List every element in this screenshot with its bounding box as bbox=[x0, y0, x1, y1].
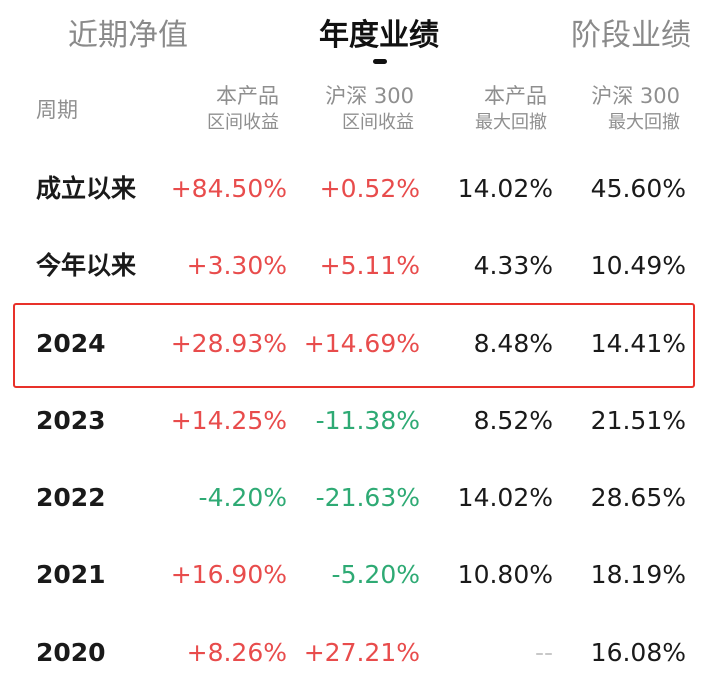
product-return-cell: +8.26% bbox=[186, 638, 287, 667]
index-drawdown-cell: 18.19% bbox=[590, 560, 686, 589]
product-drawdown-cell: 14.02% bbox=[457, 174, 553, 203]
index-drawdown-cell: 28.65% bbox=[590, 483, 686, 512]
index-return-cell: +27.21% bbox=[303, 638, 420, 667]
active-tab-indicator bbox=[373, 59, 387, 64]
index-return-cell: +0.52% bbox=[319, 174, 420, 203]
period-cell: 2021 bbox=[36, 560, 106, 589]
header-index-return-line1: 沪深 300 bbox=[325, 84, 414, 108]
period-cell: 2022 bbox=[36, 483, 106, 512]
index-return-cell: +5.11% bbox=[319, 251, 420, 280]
index-drawdown-cell: 14.41% bbox=[590, 329, 686, 358]
product-drawdown-cell: -- bbox=[534, 638, 553, 667]
table-row[interactable]: 2023 +14.25% -11.38% 8.52% 21.51% bbox=[0, 382, 706, 459]
index-return-cell: -11.38% bbox=[315, 406, 420, 435]
table-row[interactable]: 今年以来 +3.30% +5.11% 4.33% 10.49% bbox=[0, 227, 706, 304]
period-cell: 2020 bbox=[36, 638, 106, 667]
index-drawdown-cell: 16.08% bbox=[590, 638, 686, 667]
header-index-return: 沪深 300 区间收益 bbox=[325, 82, 414, 142]
table-row-highlighted[interactable]: 2024 +28.93% +14.69% 8.48% 14.41% bbox=[0, 305, 706, 382]
product-return-cell: +28.93% bbox=[170, 329, 287, 358]
table-row[interactable]: 2020 +8.26% +27.21% -- 16.08% bbox=[0, 614, 706, 691]
header-index-drawdown: 沪深 300 最大回撤 bbox=[591, 82, 680, 142]
table-row[interactable]: 2021 +16.90% -5.20% 10.80% 18.19% bbox=[0, 536, 706, 613]
header-product-return-line2: 区间收益 bbox=[207, 112, 279, 133]
period-cell: 2023 bbox=[36, 406, 106, 435]
product-drawdown-cell: 8.52% bbox=[473, 406, 553, 435]
index-return-cell: +14.69% bbox=[303, 329, 420, 358]
product-return-cell: +14.25% bbox=[170, 406, 287, 435]
product-drawdown-cell: 10.80% bbox=[457, 560, 553, 589]
header-product-return-line1: 本产品 bbox=[216, 84, 279, 108]
header-index-drawdown-line1: 沪深 300 bbox=[591, 84, 680, 108]
product-return-cell: -4.20% bbox=[198, 483, 287, 512]
header-period-label: 周期 bbox=[36, 98, 78, 122]
product-return-cell: +84.50% bbox=[170, 174, 287, 203]
header-product-drawdown: 本产品 最大回撤 bbox=[475, 82, 547, 142]
index-drawdown-cell: 45.60% bbox=[590, 174, 686, 203]
tab-stage-performance[interactable]: 阶段业绩 bbox=[571, 18, 691, 53]
header-product-drawdown-line2: 最大回撤 bbox=[475, 112, 547, 133]
header-index-return-line2: 区间收益 bbox=[342, 112, 414, 133]
period-cell: 今年以来 bbox=[36, 251, 137, 280]
product-return-cell: +3.30% bbox=[186, 251, 287, 280]
header-period: 周期 bbox=[36, 82, 78, 142]
index-drawdown-cell: 10.49% bbox=[590, 251, 686, 280]
index-return-cell: -5.20% bbox=[331, 560, 420, 589]
table-row[interactable]: 2022 -4.20% -21.63% 14.02% 28.65% bbox=[0, 459, 706, 536]
highlight-box bbox=[13, 303, 695, 388]
header-product-drawdown-line1: 本产品 bbox=[484, 84, 547, 108]
index-return-cell: -21.63% bbox=[315, 483, 420, 512]
product-drawdown-cell: 8.48% bbox=[473, 329, 553, 358]
product-drawdown-cell: 4.33% bbox=[473, 251, 553, 280]
index-drawdown-cell: 21.51% bbox=[590, 406, 686, 435]
table-row[interactable]: 成立以来 +84.50% +0.52% 14.02% 45.60% bbox=[0, 150, 706, 227]
period-cell: 2024 bbox=[36, 329, 106, 358]
product-return-cell: +16.90% bbox=[170, 560, 287, 589]
header-product-return: 本产品 区间收益 bbox=[207, 82, 279, 142]
product-drawdown-cell: 14.02% bbox=[457, 483, 553, 512]
tab-recent-nav[interactable]: 近期净值 bbox=[68, 18, 188, 53]
header-index-drawdown-line2: 最大回撤 bbox=[608, 112, 680, 133]
period-cell: 成立以来 bbox=[36, 174, 137, 203]
tab-bar: 近期净值 年度业绩 阶段业绩 bbox=[0, 0, 706, 70]
tab-annual-performance[interactable]: 年度业绩 bbox=[319, 18, 439, 53]
